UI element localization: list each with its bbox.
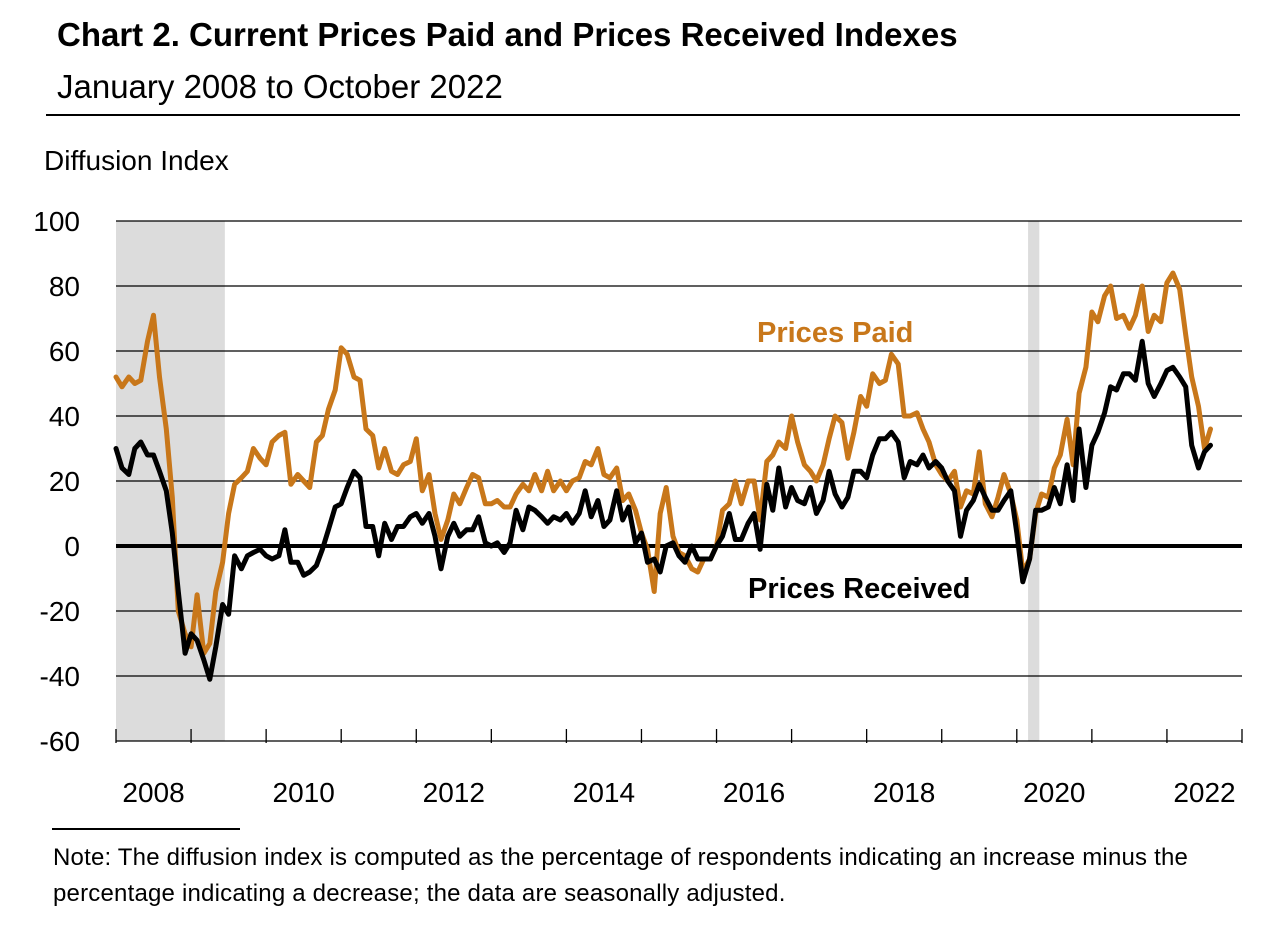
y-tick-label: 40 xyxy=(49,401,80,432)
y-tick-label: -60 xyxy=(40,726,80,757)
chart-subtitle: January 2008 to October 2022 xyxy=(57,68,503,105)
x-tick-label: 2012 xyxy=(423,777,485,808)
x-tick-label: 2020 xyxy=(1023,777,1085,808)
x-tick-label: 2022 xyxy=(1173,777,1235,808)
footnote-divider xyxy=(52,828,240,830)
y-tick-label: 80 xyxy=(49,271,80,302)
x-tick-label: 2010 xyxy=(273,777,335,808)
y-tick-label: 20 xyxy=(49,466,80,497)
y-tick-label: 100 xyxy=(33,206,80,237)
x-tick-label: 2016 xyxy=(723,777,785,808)
prices-paid-label: Prices Paid xyxy=(757,317,913,349)
chart-title: Chart 2. Current Prices Paid and Prices … xyxy=(57,16,958,53)
y-axis-label: Diffusion Index xyxy=(44,145,229,176)
prices-received-label: Prices Received xyxy=(748,573,970,605)
prices-received-line xyxy=(113,338,1213,682)
y-tick-label: 0 xyxy=(64,531,80,562)
x-tick-label: 2018 xyxy=(873,777,935,808)
x-tick-label: 2008 xyxy=(122,777,184,808)
y-tick-label: 60 xyxy=(49,336,80,367)
x-tick-label: 2014 xyxy=(573,777,635,808)
series-lines xyxy=(113,270,1242,682)
gridlines xyxy=(116,220,1242,742)
x-axis: 2008 2010 2012 2014 2016 2018 2020 2022 xyxy=(115,729,1243,808)
title-divider xyxy=(46,114,1240,116)
prices-paid-line xyxy=(113,270,1213,656)
footnote: Note: The diffusion index is computed as… xyxy=(53,844,1189,907)
y-tick-label: -20 xyxy=(40,596,80,627)
y-tick-label: -40 xyxy=(40,661,80,692)
y-axis-ticks: 100 80 60 40 20 0 -20 -40 -60 xyxy=(33,206,80,757)
series-labels: Prices Paid Prices Received xyxy=(748,317,970,605)
